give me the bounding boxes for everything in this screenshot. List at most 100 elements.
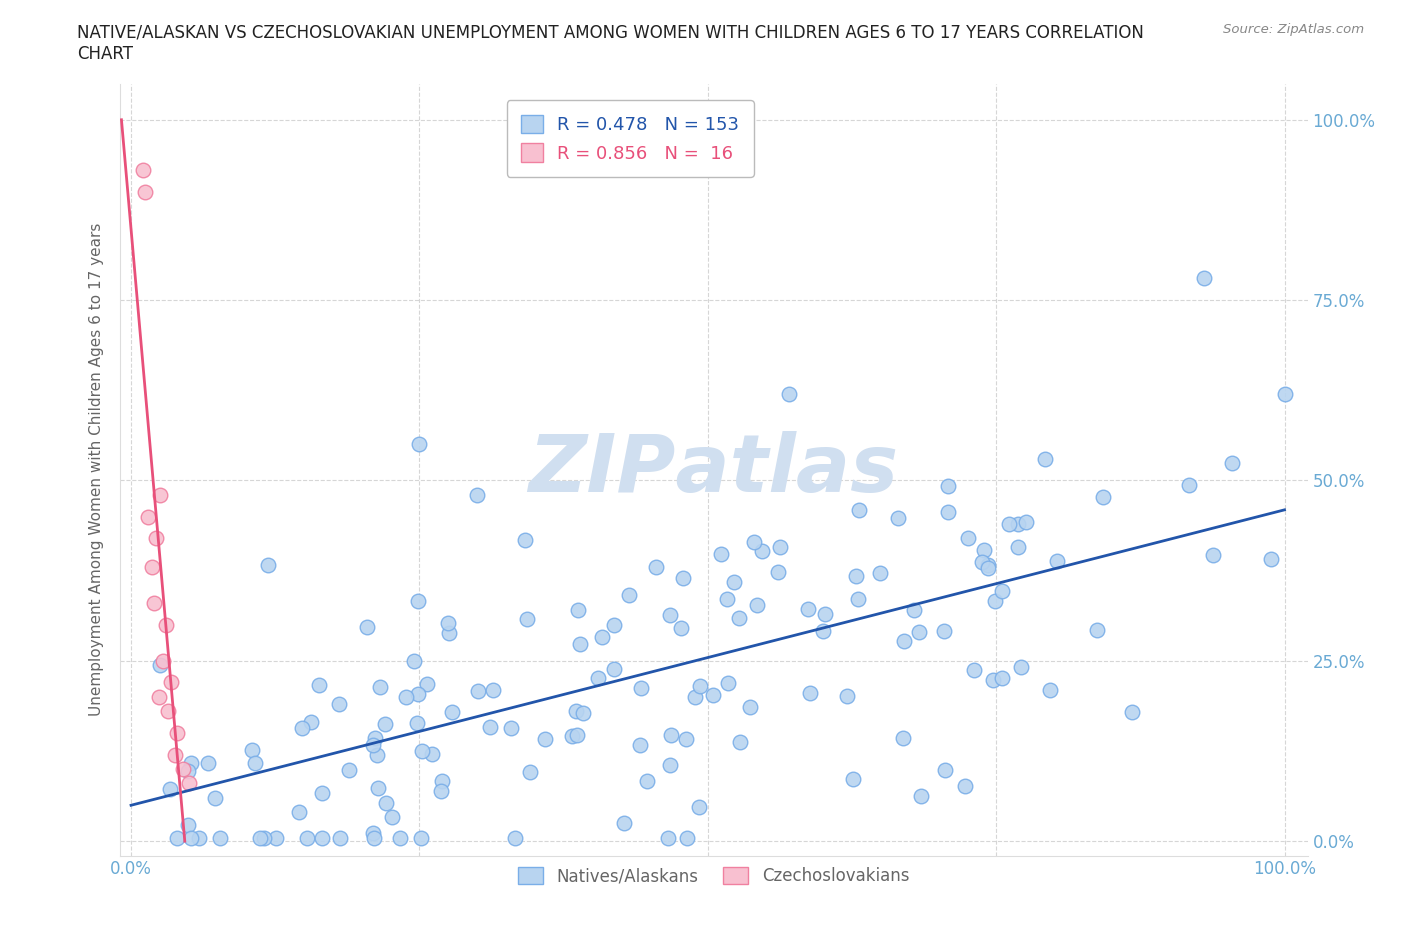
Point [910,789,932,804]
Point [998,516,1021,531]
Point [991,671,1014,685]
Point [253,830,276,845]
Point [683,689,706,704]
Point [1220,456,1243,471]
Point [565,703,588,718]
Point [204,790,226,805]
Point [991,583,1014,598]
Point [716,591,738,606]
Point [848,503,870,518]
Point [769,539,792,554]
Point [603,618,626,632]
Point [742,535,765,550]
Point [645,560,668,575]
Point [934,763,956,777]
Point [155,618,177,632]
Point [311,830,333,845]
Point [671,571,693,586]
Point [1010,659,1032,674]
Point [395,690,418,705]
Point [603,661,626,676]
Point [745,598,768,613]
Point [636,774,658,789]
Point [166,830,188,845]
Point [688,799,710,814]
Point [846,591,869,606]
Point [963,663,986,678]
Point [308,678,330,693]
Point [176,764,198,778]
Point [441,704,464,719]
Point [717,675,740,690]
Point [613,816,636,830]
Point [1121,704,1143,719]
Point [243,756,266,771]
Point [797,602,820,617]
Point [891,730,914,745]
Point [1007,540,1029,555]
Point [932,623,955,638]
Point [908,624,931,639]
Point [591,630,613,644]
Point [970,554,993,569]
Point [565,727,588,742]
Point [903,603,925,618]
Point [134,184,156,199]
Point [208,830,231,845]
Point [728,611,751,626]
Point [177,776,200,790]
Point [402,654,425,669]
Point [1033,451,1056,466]
Point [842,772,865,787]
Point [187,830,209,845]
Point [411,744,433,759]
Point [420,746,443,761]
Point [669,620,692,635]
Point [381,810,404,825]
Point [1085,622,1108,637]
Point [406,593,429,608]
Point [1274,387,1296,402]
Text: Source: ZipAtlas.com: Source: ZipAtlas.com [1223,23,1364,36]
Point [513,533,536,548]
Point [363,830,385,845]
Point [1178,477,1201,492]
Point [1260,551,1282,566]
Point [361,825,384,840]
Point [266,830,288,845]
Point [778,387,800,402]
Point [977,557,1000,572]
Point [503,830,526,845]
Point [329,830,352,845]
Point [361,737,384,752]
Point [152,654,174,669]
Point [1046,553,1069,568]
Point [977,560,1000,575]
Point [159,782,181,797]
Point [364,730,387,745]
Point [837,689,859,704]
Point [957,530,980,545]
Point [751,543,773,558]
Point [148,689,170,704]
Point [367,780,389,795]
Point [981,672,1004,687]
Point [617,588,640,603]
Point [1007,517,1029,532]
Point [291,721,314,736]
Point [499,721,522,736]
Point [408,437,430,452]
Point [375,795,398,810]
Point [689,679,711,694]
Point [299,714,322,729]
Point [467,684,489,698]
Point [659,607,682,622]
Text: NATIVE/ALASKAN VS CZECHOSLOVAKIAN UNEMPLOYMENT AMONG WOMEN WITH CHILDREN AGES 6 : NATIVE/ALASKAN VS CZECHOSLOVAKIAN UNEMPL… [77,23,1144,41]
Point [561,729,583,744]
Point [180,755,202,770]
Point [295,830,318,845]
Point [887,511,910,525]
Point [710,547,733,562]
Point [406,715,429,730]
Point [572,706,595,721]
